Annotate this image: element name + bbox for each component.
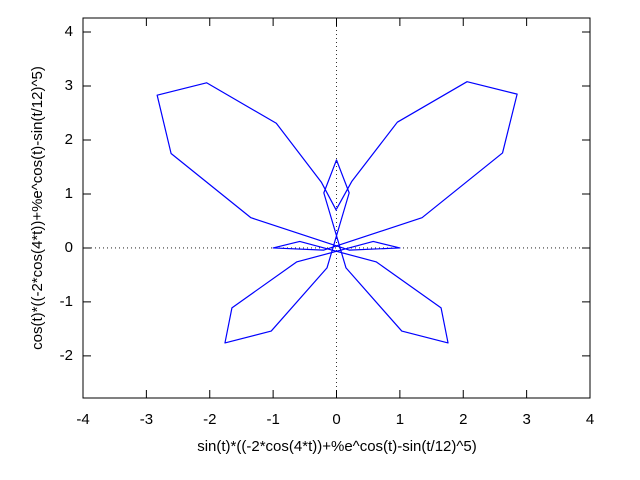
plot-frame	[82, 17, 591, 399]
x-axis-label: sin(t)*((-2*cos(4*t))+%e^cos(t)-sin(t/12…	[197, 438, 477, 455]
x-tick-label: 4	[586, 411, 594, 428]
x-tick-label: -4	[76, 411, 89, 428]
y-tick-label: 3	[65, 77, 73, 94]
y-tick-label: 4	[65, 23, 73, 40]
x-tick-label: -1	[266, 411, 279, 428]
y-tick-label: -2	[60, 347, 73, 364]
y-tick-label: 2	[65, 131, 73, 148]
y-axis-label: cos(t)*((-2*cos(4*t))+%e^cos(t)-sin(t/12…	[29, 66, 46, 350]
x-tick-label: -3	[140, 411, 153, 428]
x-tick-label: 2	[459, 411, 467, 428]
x-tick-label: 0	[332, 411, 340, 428]
y-tick-label: 0	[65, 239, 73, 256]
y-tick-label: 1	[65, 185, 73, 202]
x-tick-label: -2	[203, 411, 216, 428]
x-tick-label: 3	[522, 411, 530, 428]
x-tick-label: 1	[396, 411, 404, 428]
curve	[156, 81, 518, 344]
y-tick-label: -1	[60, 293, 73, 310]
